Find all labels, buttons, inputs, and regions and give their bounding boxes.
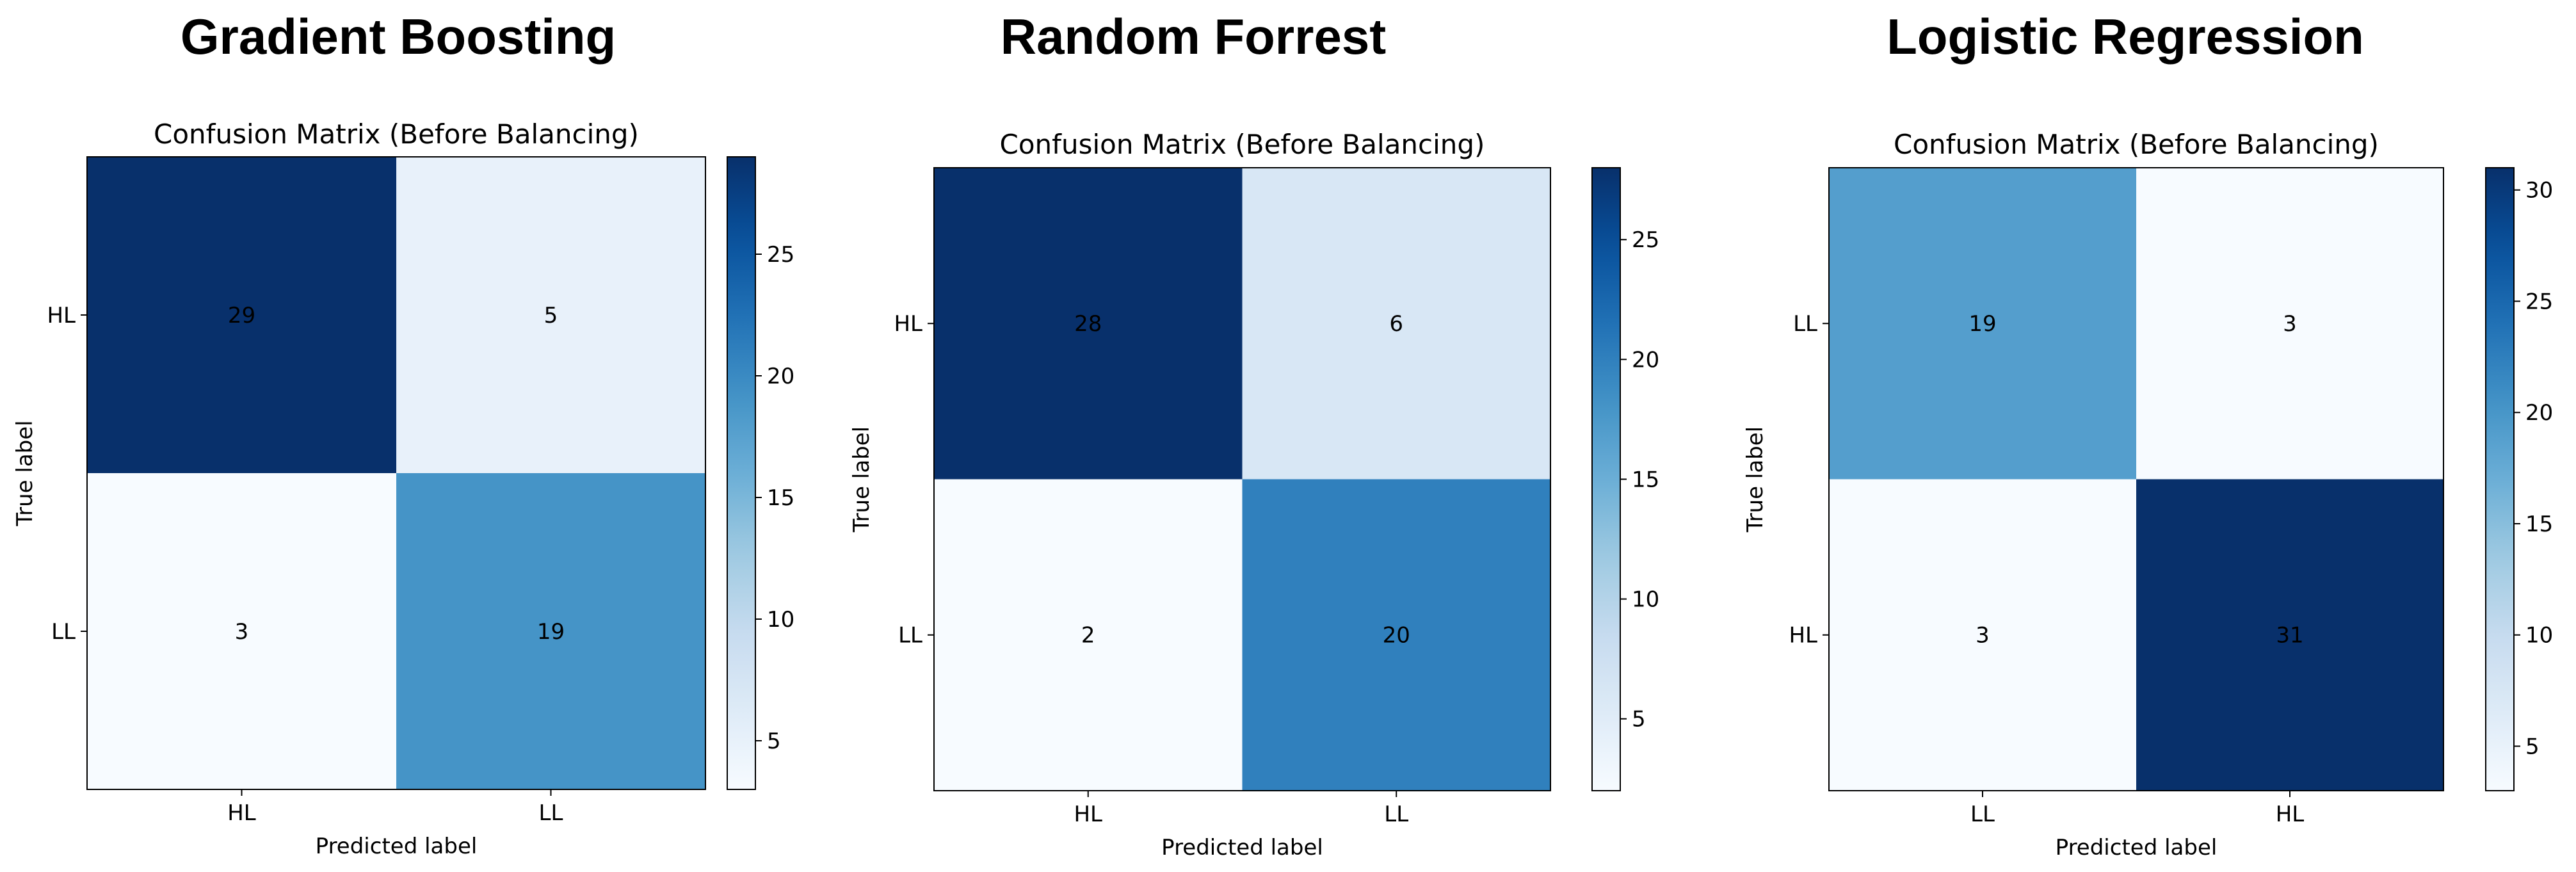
y-tick-label: LL <box>1793 311 1817 337</box>
plot-title: Confusion Matrix (Before Balancing) <box>1894 129 2379 160</box>
cell-value-label: 3 <box>1976 623 1990 649</box>
heatmap-cell <box>396 157 705 473</box>
heatmap-cell <box>87 473 396 789</box>
cell-value-label: 2 <box>1081 623 1095 649</box>
cell-value-label: 29 <box>228 303 255 328</box>
colorbar <box>2485 167 2515 791</box>
colorbar-tick-label: 25 <box>1632 227 1659 253</box>
cell-value-label: 6 <box>1389 311 1403 337</box>
colorbar-tick-label: 15 <box>2525 512 2553 537</box>
y-axis-label: True label <box>849 426 874 533</box>
plot-title: Confusion Matrix (Before Balancing) <box>154 118 639 150</box>
y-tick-label: HL <box>47 303 76 328</box>
x-tick-label: HL <box>2276 802 2305 827</box>
y-axis-label: True label <box>1743 426 1768 533</box>
heatmap-cell <box>2136 479 2443 791</box>
cell-value-label: 5 <box>544 303 558 328</box>
colorbar-tick-label: 15 <box>767 485 794 511</box>
colorbar-tick-label: 5 <box>1632 707 1646 732</box>
x-axis-label: Predicted label <box>2056 835 2218 860</box>
cell-value-label: 20 <box>1383 623 1410 649</box>
colorbar-tick-label: 5 <box>767 729 781 754</box>
colorbar-tick-label: 25 <box>767 242 794 268</box>
panel-title: Random Forrest <box>1001 8 1386 65</box>
y-axis-label: True label <box>12 420 38 526</box>
y-tick-label: LL <box>898 623 922 649</box>
x-tick-label: LL <box>1384 802 1408 827</box>
plot-frame <box>86 156 706 790</box>
colorbar-tick-label: 5 <box>2525 734 2540 759</box>
cell-value-label: 3 <box>235 619 249 645</box>
x-axis-label: Predicted label <box>1161 835 1323 860</box>
confusion-matrix-panel-1: Gradient Boosting Confusion Matrix (Befor… <box>12 8 794 859</box>
cell-value-label: 31 <box>2276 623 2303 649</box>
colorbar-tick-label: 20 <box>2525 400 2553 426</box>
heatmap-cell <box>934 479 1243 791</box>
panel-title: Logistic Regression <box>1887 8 2364 65</box>
heatmap-cell <box>1829 479 2136 791</box>
colorbar-tick-label: 20 <box>767 364 794 389</box>
y-tick-label: HL <box>894 311 922 337</box>
y-tick-label: LL <box>51 619 76 645</box>
cell-value-label: 19 <box>1968 311 1996 337</box>
panel-title: Gradient Boosting <box>181 8 616 65</box>
colorbar-tick-label: 15 <box>1632 467 1659 492</box>
colorbar-tick-label: 20 <box>1632 347 1659 373</box>
colorbar-tick-label: 25 <box>2525 289 2553 314</box>
plot-frame <box>1828 167 2444 791</box>
y-tick-label: HL <box>1789 623 1817 649</box>
colorbar <box>1591 167 1621 791</box>
x-axis-label: Predicted label <box>316 834 478 859</box>
x-tick-label: HL <box>227 800 256 826</box>
x-tick-label: LL <box>539 800 563 826</box>
plot-title: Confusion Matrix (Before Balancing) <box>1000 129 1485 160</box>
heatmap-cell <box>2136 168 2443 480</box>
colorbar <box>727 156 756 790</box>
heatmap-cell <box>1242 479 1550 791</box>
colorbar-tick-label: 30 <box>2525 178 2553 204</box>
confusion-matrix-panel-3: Logistic Regression Confusion Matrix (Bef… <box>1743 8 2553 860</box>
heatmap-cell <box>87 157 396 473</box>
heatmap-cell <box>1242 168 1550 480</box>
heatmap-cell <box>396 473 705 789</box>
cell-value-label: 3 <box>2283 311 2297 337</box>
confusion-matrix-panel-2: Random Forrest Confusion Matrix (Before B… <box>849 8 1659 860</box>
colorbar-tick-label: 10 <box>1632 587 1659 613</box>
heatmap-cell <box>934 168 1243 480</box>
x-tick-label: LL <box>1970 802 1995 827</box>
cell-value-label: 28 <box>1074 311 1102 337</box>
colorbar-tick-label: 10 <box>767 607 794 633</box>
heatmap-cell <box>1829 168 2136 480</box>
x-tick-label: HL <box>1074 802 1102 827</box>
colorbar-tick-label: 10 <box>2525 623 2553 649</box>
cell-value-label: 19 <box>537 619 565 645</box>
plot-frame <box>933 167 1551 791</box>
